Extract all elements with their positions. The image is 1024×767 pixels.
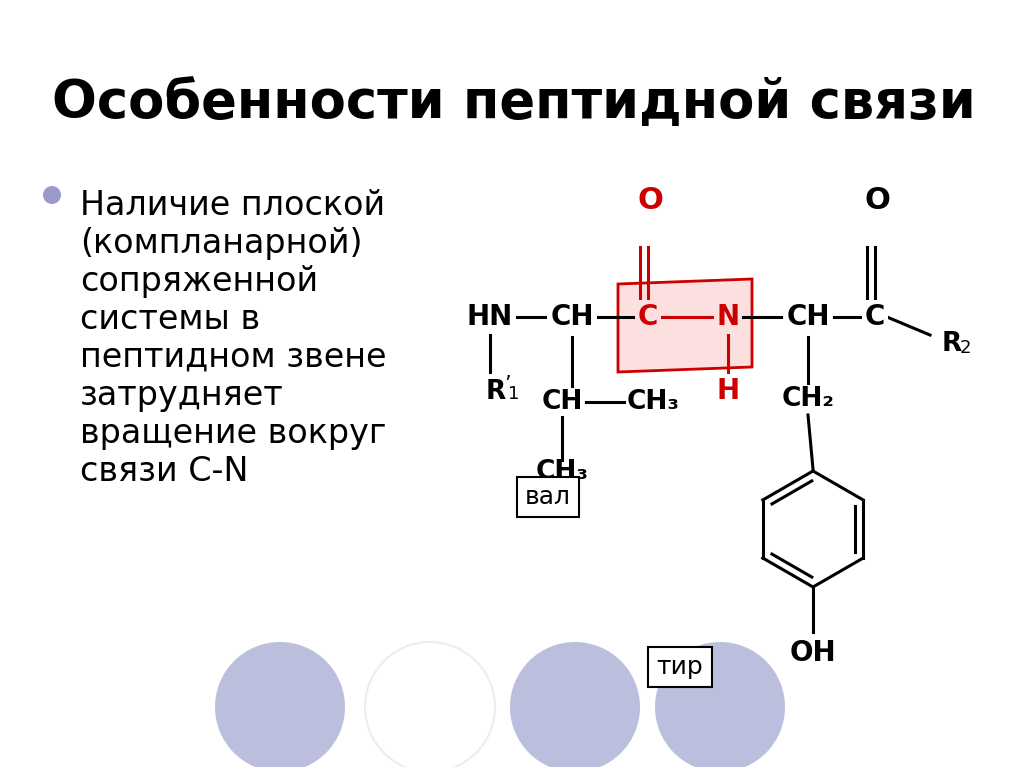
Text: Наличие плоской: Наличие плоской — [80, 189, 385, 222]
Ellipse shape — [655, 642, 785, 767]
Text: сопряженной: сопряженной — [80, 265, 318, 298]
Text: 1: 1 — [508, 385, 519, 403]
Text: Особенности пептидной связи: Особенности пептидной связи — [52, 77, 976, 129]
Text: HN: HN — [467, 303, 513, 331]
Polygon shape — [618, 279, 752, 372]
Text: CH₃: CH₃ — [536, 459, 589, 485]
Text: O: O — [864, 186, 890, 215]
Ellipse shape — [510, 642, 640, 767]
Text: H: H — [717, 377, 739, 405]
Text: CH: CH — [550, 303, 594, 331]
Text: OH: OH — [790, 639, 837, 667]
Text: O: O — [637, 186, 663, 215]
Text: (компланарной): (компланарной) — [80, 227, 362, 260]
Text: затрудняет: затрудняет — [80, 379, 284, 412]
Text: вращение вокруг: вращение вокруг — [80, 417, 386, 450]
Text: N: N — [717, 303, 739, 331]
Text: 2: 2 — [961, 339, 972, 357]
Text: R: R — [942, 331, 963, 357]
Text: CH₃: CH₃ — [627, 389, 680, 415]
Text: CH₂: CH₂ — [781, 386, 835, 412]
Text: R: R — [486, 379, 506, 405]
Text: CH: CH — [542, 389, 583, 415]
Text: ʼ: ʼ — [504, 375, 511, 395]
Text: системы в: системы в — [80, 303, 260, 336]
Ellipse shape — [43, 186, 61, 204]
Text: C: C — [865, 303, 885, 331]
Text: связи С-N: связи С-N — [80, 455, 249, 488]
Text: пептидном звене: пептидном звене — [80, 341, 386, 374]
Text: тир: тир — [656, 655, 703, 679]
Ellipse shape — [215, 642, 345, 767]
Text: CH: CH — [786, 303, 829, 331]
Text: вал: вал — [525, 485, 571, 509]
Text: C: C — [638, 303, 658, 331]
